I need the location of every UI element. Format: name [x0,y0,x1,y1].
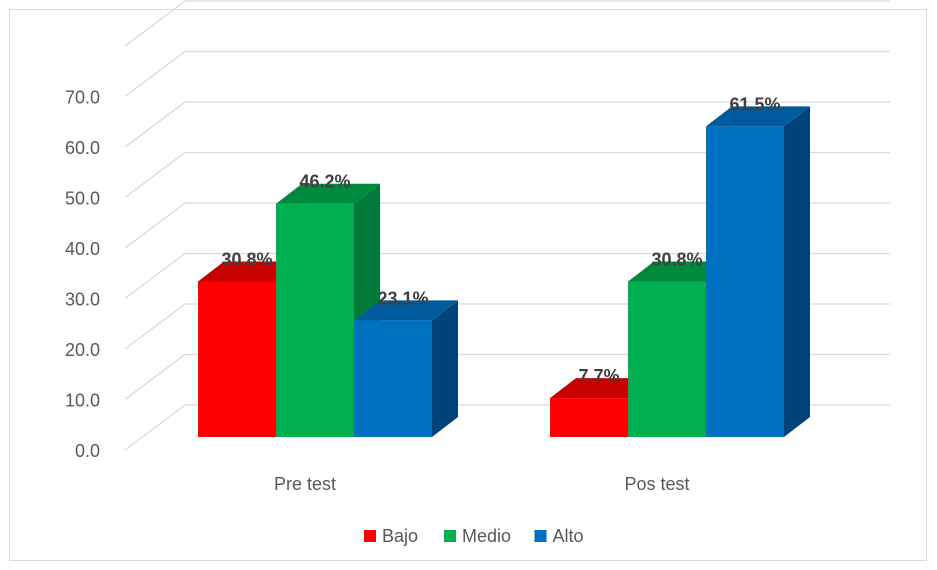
bar-top-alto [706,106,810,127]
data-labels: 30.8% 46.2% 23.1% 7.7% 30.8% 61.5% [221,94,780,386]
gridline-side [124,353,186,401]
legend-label: Alto [553,526,584,546]
y-axis-ticks: 0.0 10.0 20.0 30.0 40.0 50.0 60.0 70.0 [65,88,100,462]
gridline-side [124,50,186,98]
x-category-label: Pre test [274,474,336,494]
data-label: 46.2% [299,172,350,192]
bar-medio [276,203,354,437]
legend-swatch-alto [534,530,547,542]
legend: Bajo Medio Alto [364,526,584,546]
bar-side-alto [784,106,810,438]
bars [198,106,810,438]
data-label: 7.7% [578,366,619,386]
gridline-side [124,404,186,451]
data-label: 61.5% [729,94,780,114]
x-category-label: Pos test [624,474,689,494]
bar-bajo [198,281,276,437]
y-tick-label: 70.0 [65,88,100,108]
x-axis-categories: Pre test Pos test [274,474,690,494]
bar-top-medio [276,183,380,204]
y-tick-label: 50.0 [65,189,100,209]
data-label: 30.8% [221,249,272,269]
y-tick-label: 30.0 [65,290,100,310]
data-label: 23.1% [377,288,428,308]
data-label: 30.8% [651,249,702,269]
y-tick-label: 40.0 [65,239,100,259]
bar-bajo [550,398,628,437]
y-tick-label: 20.0 [65,340,100,360]
gridline-side [124,0,186,47]
gridline-side [124,252,186,300]
bar-medio [628,281,706,437]
legend-swatch-medio [444,530,456,542]
gridline-side [124,202,186,249]
legend-swatch-bajo [364,530,376,542]
bar-alto [354,320,432,437]
y-tick-label: 10.0 [65,391,100,411]
y-tick-label: 60.0 [65,138,100,158]
bar-alto [706,126,784,438]
y-tick-label: 0.0 [75,441,100,461]
gridline-side [124,101,186,148]
gridline-side [124,303,186,350]
legend-label: Bajo [382,526,418,546]
bar-side-alto [432,300,458,437]
gridline-side [124,151,186,199]
bar-top-alto [354,300,458,321]
legend-label: Medio [462,526,511,546]
